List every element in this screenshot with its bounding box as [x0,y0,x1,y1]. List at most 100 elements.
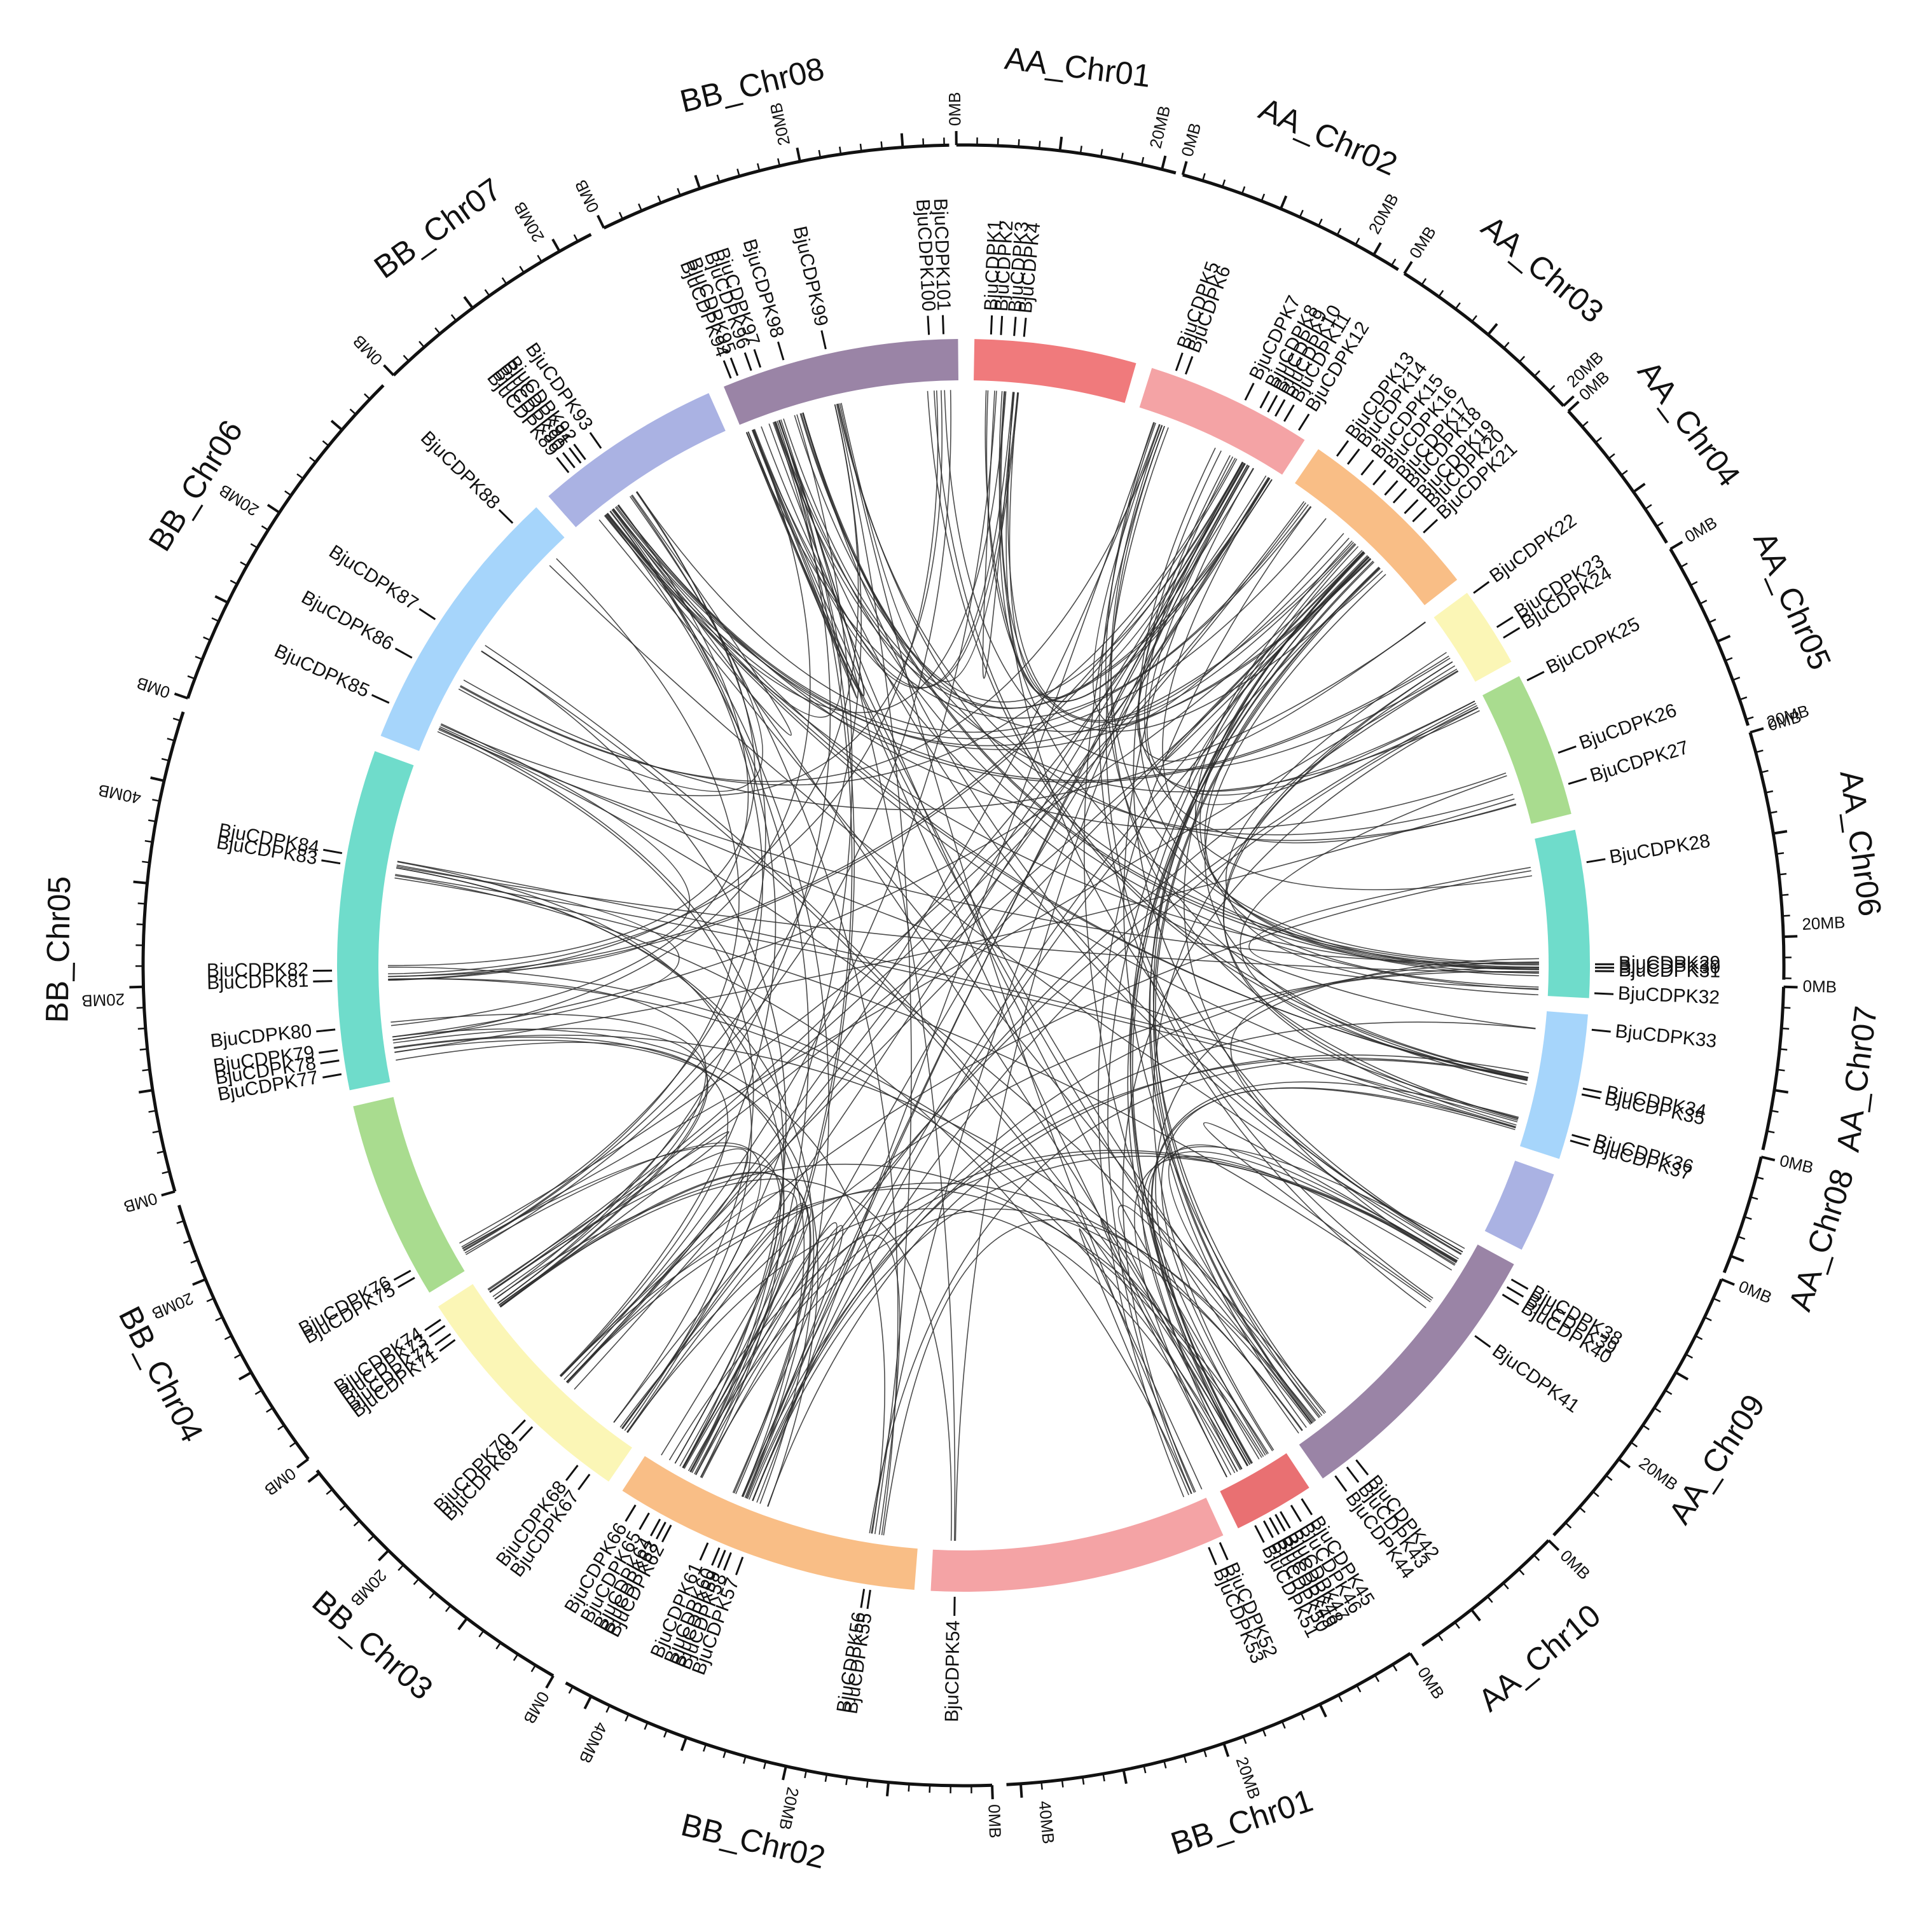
axis-tick [1320,1704,1326,1717]
synteny-link [610,511,829,1498]
axis-tick [193,1280,205,1285]
axis-tick [1645,505,1652,509]
axis-tick [308,1473,319,1482]
axis-tick [435,328,440,334]
synteny-link [462,492,766,1247]
tick-label: 0MB [121,1189,160,1217]
chromosome-names: AA_Chr01AA_Chr02AA_Chr03AA_Chr04AA_Chr05… [39,40,1888,1875]
gene-marker [429,1326,445,1337]
axis-tick [1549,385,1555,390]
axis-tick [1392,259,1395,265]
gene-marker [1568,778,1587,784]
axis-tick [1746,717,1753,720]
synteny-link [396,1042,728,1376]
axis-tick [235,1355,242,1358]
axis-tick [1281,196,1287,209]
axis-tick [1784,987,1798,988]
axis-tick [1633,484,1645,492]
gene-marker [718,1550,725,1568]
gene-marker [712,1548,720,1566]
axis-arc-bb-chr08 [604,145,950,228]
gene-marker [754,349,761,367]
axis-arc-bb-chr05 [143,712,183,1191]
axis-tick [1357,1685,1361,1692]
axis-tick [992,1785,993,1799]
axis-tick [215,597,228,603]
axis-tick [251,544,257,548]
axis-tick [619,212,623,219]
gene-marker [499,510,513,523]
axis-tick [368,1536,374,1541]
axis-tick [139,1090,153,1092]
synteny-link [747,432,1299,1433]
axis-tick [398,1565,403,1571]
gene-marker [1570,1141,1589,1146]
gene-marker [1337,441,1348,456]
tick-label: 20MB [766,101,794,148]
gene-marker [512,1420,525,1434]
gene-marker [867,1590,870,1609]
tick-label: 20MB [1232,1755,1264,1802]
axis-tick [1421,279,1426,285]
gene-marker [1336,1476,1347,1491]
gene-marker [1356,1460,1368,1475]
gene-label-bjucdpk86: BjuCDPK86 [298,587,397,655]
tick-label: 0MB [134,673,172,703]
axis-tick [142,862,149,863]
axis-tick [520,266,523,273]
chromosome-name-aa-chr07: AA_Chr07 [1830,1004,1884,1154]
axis-tick [1774,1090,1788,1092]
gene-marker [736,1557,742,1575]
axis-tick [1776,853,1784,854]
gene-marker [928,316,929,335]
gene-marker [1527,672,1544,680]
axis-tick [1596,438,1601,443]
axis-tick [1021,1784,1022,1798]
synteny-link [637,492,1311,732]
axis-tick [331,421,342,430]
axis-tick [137,1007,144,1008]
chromosome-name-aa-chr04: AA_Chr04 [1631,354,1747,493]
gene-marker [822,331,826,349]
gene-marker [1302,1499,1312,1515]
chromosome-block-bb-chr01 [930,1498,1223,1592]
synteny-link [607,513,1450,782]
synteny-link [460,425,1162,782]
axis-tick [174,694,188,698]
axis-tick [1549,1540,1559,1550]
synteny-link [1204,1122,1457,1300]
axis-tick [606,1706,609,1713]
axis-tick [1183,162,1187,175]
axis-tick [326,1489,332,1494]
tick-label: 40MB [576,1719,611,1766]
axis-tick [404,355,409,361]
gene-marker [1393,489,1406,503]
gene-marker [323,850,342,853]
axis-arc-aa-chr10 [1422,1540,1549,1645]
gene-marker [1582,1094,1600,1098]
gene-marker [1572,1135,1591,1140]
axis-arc-aa-chr04 [1568,411,1667,542]
tick-label: 0MB [1682,513,1720,546]
axis-tick [1438,1634,1442,1641]
axis-tick [1472,315,1477,321]
axis-tick [255,1390,261,1394]
axis-tick [1062,1780,1063,1788]
axis-tick [1781,1028,1789,1029]
chromosome-block-aa-chr08 [1485,1161,1554,1250]
axis-tick [1654,1408,1661,1412]
gene-marker [1503,628,1520,638]
axis-tick [1608,454,1614,459]
axis-tick [1203,174,1205,181]
tick-label: 20MB [510,198,548,245]
axis-tick [297,474,303,478]
gene-label-bjucdpk99: BjuCDPK99 [789,224,832,328]
gene-marker [322,1074,342,1077]
axis-tick [1082,1777,1084,1784]
tick-label: 20MB [1802,913,1846,934]
axis-tick [1488,324,1497,335]
chromosome-name-bb-chr04: BB_Chr04 [112,1301,211,1447]
axis-tick [1579,1507,1585,1512]
axis-tick [1568,402,1578,411]
chromosome-name-aa-chr02: AA_Chr02 [1254,91,1403,183]
